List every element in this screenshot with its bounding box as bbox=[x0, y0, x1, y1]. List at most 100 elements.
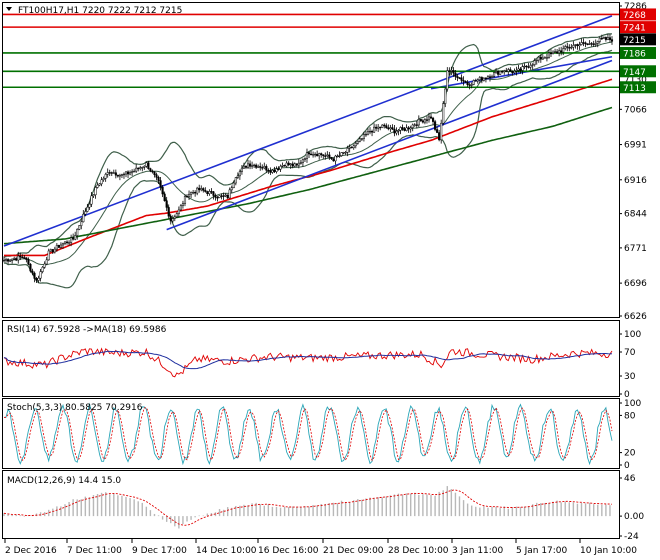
candle-body bbox=[153, 171, 156, 175]
candle-body bbox=[208, 191, 211, 195]
candle-body bbox=[181, 203, 184, 206]
candle-body bbox=[98, 183, 101, 186]
macd-panel[interactable] bbox=[3, 486, 613, 529]
candle-body bbox=[131, 171, 134, 173]
candle bbox=[200, 185, 203, 192]
candle-body bbox=[187, 193, 191, 197]
candle-body bbox=[126, 171, 130, 175]
stoch-tick-label: 0 bbox=[624, 461, 630, 471]
rsi-panel[interactable] bbox=[3, 347, 613, 378]
macd-histogram-bar bbox=[113, 493, 115, 517]
macd-histogram-bar bbox=[312, 504, 314, 517]
candle-body bbox=[13, 258, 16, 260]
candle-body bbox=[263, 166, 266, 169]
trend-channel-line-1[interactable] bbox=[3, 15, 613, 247]
candle bbox=[493, 71, 496, 78]
candle-body bbox=[558, 50, 561, 54]
candle bbox=[161, 184, 164, 198]
candle bbox=[409, 125, 412, 133]
candle-body bbox=[432, 117, 435, 122]
candle-body bbox=[497, 71, 500, 75]
candle-body bbox=[338, 155, 341, 157]
candle-body bbox=[409, 127, 412, 130]
level-tag-7147: 7147 bbox=[623, 68, 646, 78]
candle bbox=[129, 170, 132, 176]
candle-body bbox=[602, 37, 605, 39]
candle-body bbox=[102, 178, 105, 181]
candle bbox=[126, 170, 130, 178]
candle-body bbox=[407, 127, 410, 130]
stoch-panel-frame bbox=[2, 398, 620, 469]
candle bbox=[53, 246, 56, 254]
stoch-panel[interactable] bbox=[3, 402, 613, 466]
macd-histogram-bar bbox=[11, 515, 13, 517]
candle bbox=[141, 166, 144, 172]
candle bbox=[352, 144, 355, 150]
candle bbox=[576, 43, 579, 50]
chevron-down-icon[interactable] bbox=[6, 7, 12, 11]
macd-histogram-bar bbox=[511, 507, 514, 517]
macd-histogram-bar bbox=[320, 503, 322, 517]
candle-body bbox=[55, 245, 58, 250]
moving-average-red bbox=[4, 78, 613, 257]
price-tick-label: 6991 bbox=[624, 141, 647, 151]
candle bbox=[434, 119, 437, 132]
macd-histogram-bar bbox=[344, 502, 347, 517]
candle-body bbox=[114, 172, 117, 176]
candle bbox=[15, 256, 18, 262]
candle-body bbox=[566, 46, 569, 48]
candle bbox=[147, 160, 150, 170]
candle-body bbox=[450, 70, 453, 72]
trend-channel-line-3[interactable] bbox=[430, 55, 613, 90]
candle bbox=[236, 172, 239, 180]
candle-body bbox=[344, 152, 347, 154]
macd-histogram-bar bbox=[198, 515, 200, 517]
candle-body bbox=[63, 241, 67, 244]
candle-body bbox=[19, 255, 22, 258]
candle-body bbox=[116, 174, 119, 177]
candle bbox=[604, 36, 607, 42]
candle bbox=[202, 187, 205, 193]
macd-histogram-bar bbox=[292, 506, 294, 517]
candle-body bbox=[251, 165, 254, 167]
candle bbox=[110, 171, 113, 177]
candle bbox=[545, 53, 548, 62]
candle bbox=[49, 248, 52, 253]
macd-histogram-bar bbox=[267, 504, 270, 517]
candle bbox=[279, 164, 282, 172]
candle bbox=[495, 68, 498, 74]
macd-histogram-bar bbox=[592, 504, 595, 517]
price-panel[interactable] bbox=[2, 13, 619, 289]
candle bbox=[606, 33, 609, 41]
candle-body bbox=[519, 68, 522, 71]
candle bbox=[438, 129, 441, 142]
candle-body bbox=[507, 69, 510, 72]
bollinger-upper-band bbox=[3, 33, 613, 258]
candle-body bbox=[334, 155, 337, 162]
candle-body bbox=[94, 187, 97, 196]
candle-body bbox=[265, 166, 268, 171]
x-tick-label: 9 Dec 17:00 bbox=[132, 546, 187, 556]
candle bbox=[183, 194, 187, 207]
candle bbox=[511, 70, 514, 76]
candle-body bbox=[11, 258, 14, 261]
candle bbox=[157, 175, 160, 184]
candle-body bbox=[537, 56, 540, 61]
candle bbox=[586, 43, 589, 46]
candle-body bbox=[318, 153, 321, 157]
candle bbox=[594, 39, 597, 47]
candle-body bbox=[307, 152, 311, 155]
candle bbox=[96, 182, 99, 189]
candle bbox=[450, 66, 453, 76]
candle-body bbox=[86, 206, 89, 212]
macd-histogram-bar bbox=[129, 498, 131, 517]
candle-body bbox=[49, 249, 52, 252]
candle-body bbox=[175, 213, 178, 218]
candle bbox=[529, 62, 532, 70]
macd-histogram-bar bbox=[48, 509, 50, 517]
candle-body bbox=[490, 76, 494, 78]
candle-body bbox=[562, 48, 565, 53]
macd-histogram-bar bbox=[588, 502, 591, 517]
trend-channel-line-2[interactable] bbox=[166, 59, 613, 231]
